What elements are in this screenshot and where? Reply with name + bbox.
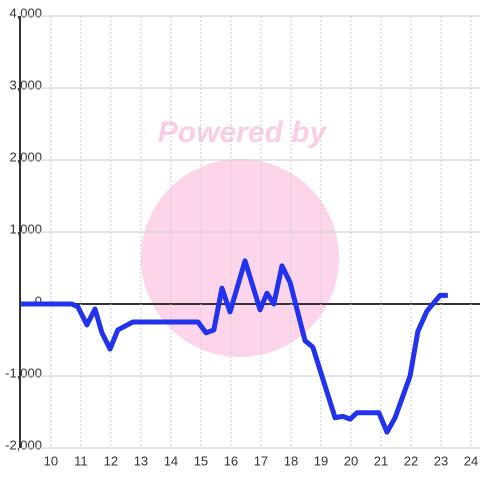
x-tick-label: 18 xyxy=(284,453,298,468)
x-tick-label: 10 xyxy=(44,453,58,468)
watermark: Powered by xyxy=(158,116,328,149)
watermark-logo xyxy=(141,159,339,357)
y-tick-label: 2,000 xyxy=(9,149,42,164)
y-tick-label: -1,000 xyxy=(5,365,42,380)
x-tick-label: 13 xyxy=(134,453,148,468)
x-tick-label: 22 xyxy=(404,453,418,468)
x-tick-label: 20 xyxy=(344,453,358,468)
series-line xyxy=(20,258,448,435)
x-tick-label: 11 xyxy=(74,453,88,468)
y-tick-label: 3,000 xyxy=(9,77,42,92)
x-tick-label: 12 xyxy=(104,453,118,468)
x-tick-label: 24 xyxy=(464,453,478,468)
y-tick-label: 4,000 xyxy=(9,5,42,20)
x-tick-label: 14 xyxy=(164,453,178,468)
x-tick-label: 15 xyxy=(194,453,208,468)
y-tick-label: 0 xyxy=(35,293,42,308)
x-tick-label: 21 xyxy=(374,453,388,468)
x-tick-label: 19 xyxy=(314,453,328,468)
x-tick-label: 17 xyxy=(254,453,268,468)
y-tick-label: 1,000 xyxy=(9,221,42,236)
x-tick-label: 16 xyxy=(224,453,238,468)
y-tick-label: -2,000 xyxy=(5,437,42,452)
x-tick-label: 23 xyxy=(434,453,448,468)
